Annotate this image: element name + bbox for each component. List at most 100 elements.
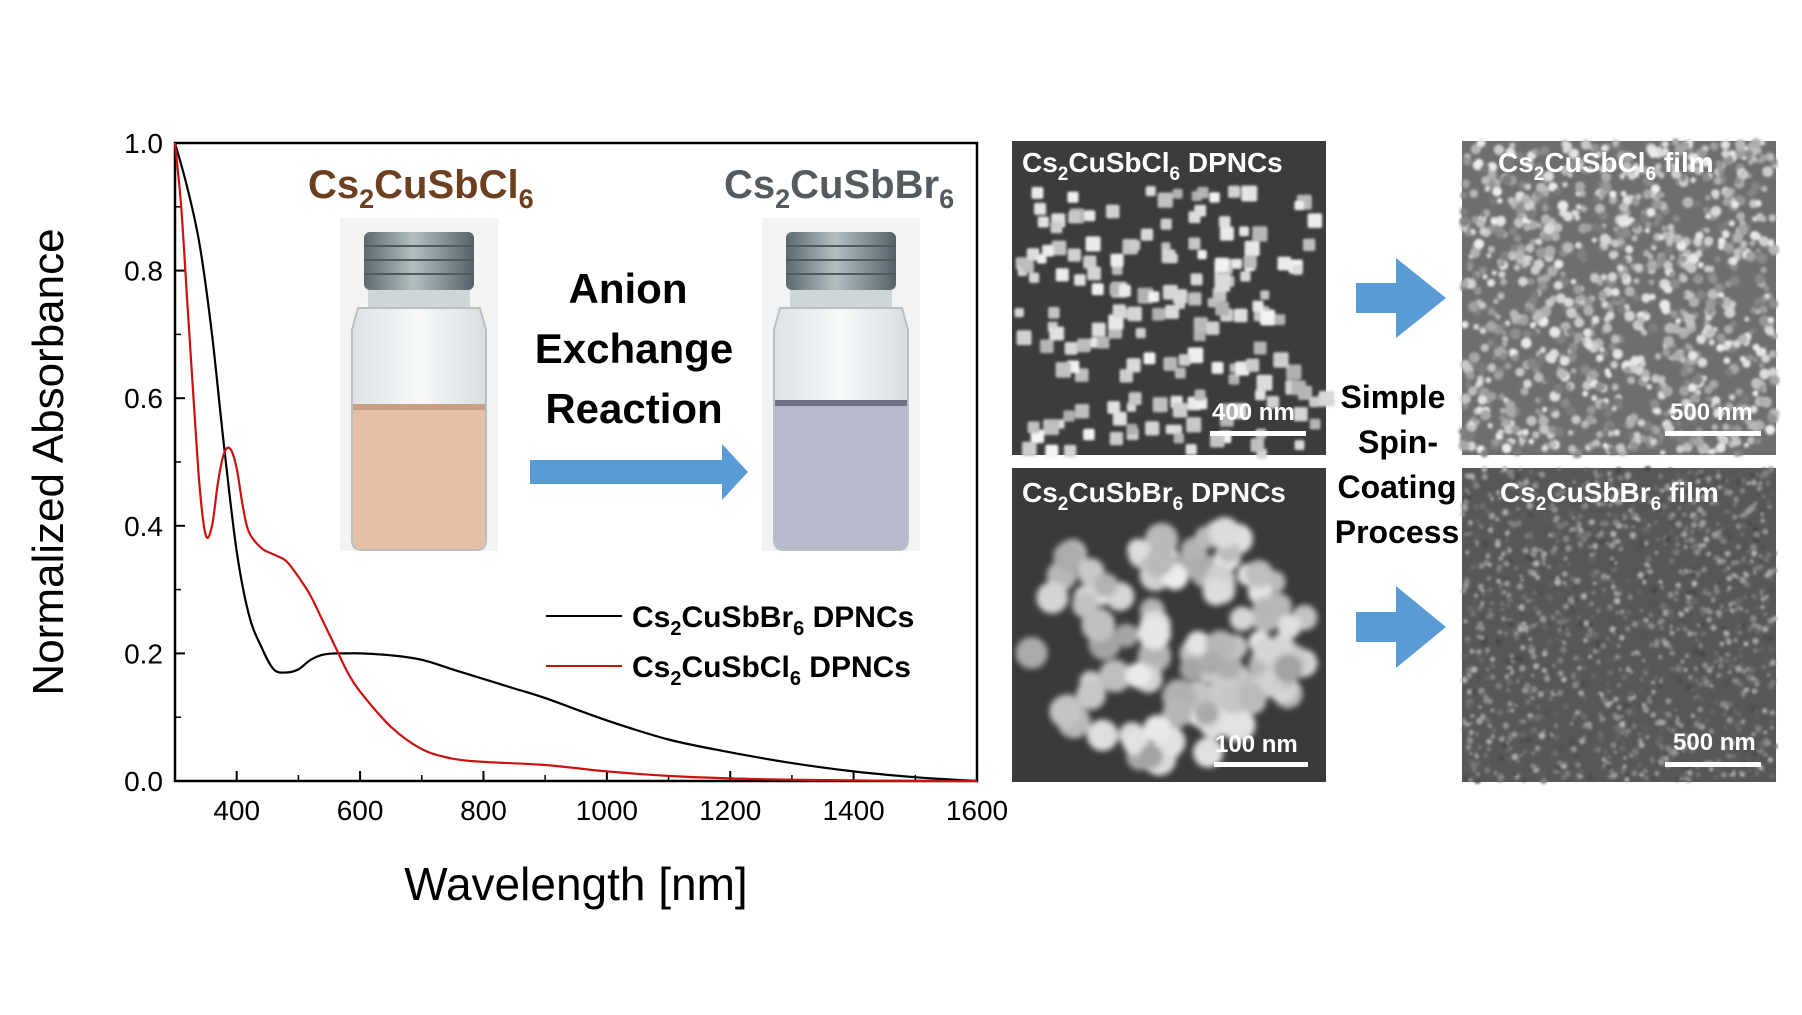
film-grain xyxy=(1673,350,1685,361)
film-grain xyxy=(1558,210,1565,216)
film-grain xyxy=(1659,585,1665,590)
film-grain xyxy=(1549,575,1556,582)
film-grain xyxy=(1723,725,1728,730)
film-grain xyxy=(1596,431,1602,437)
nanocrystal xyxy=(1126,423,1138,435)
film-grain xyxy=(1617,683,1621,687)
process-arrow-bottom xyxy=(1356,586,1446,668)
film-grain xyxy=(1743,687,1750,693)
film-grain xyxy=(1559,771,1565,777)
film-grain xyxy=(1693,439,1700,447)
film-grain xyxy=(1641,329,1648,336)
film-grain xyxy=(1721,744,1728,751)
film-grain xyxy=(1555,293,1566,304)
film-grain xyxy=(1697,706,1704,713)
film-grain xyxy=(1749,405,1758,414)
nanocrystal xyxy=(1266,396,1280,409)
film-grain xyxy=(1724,324,1734,334)
film-grain xyxy=(1723,242,1734,253)
film-grain xyxy=(1769,719,1775,725)
film-grain xyxy=(1661,225,1667,231)
film-grain xyxy=(1497,774,1505,781)
film-grain xyxy=(1690,742,1694,746)
film-grain xyxy=(1598,712,1603,717)
film-grain xyxy=(1706,551,1712,557)
film-grain xyxy=(1573,754,1578,759)
film-grain xyxy=(1674,144,1686,156)
film-grain xyxy=(1676,677,1683,684)
film-grain xyxy=(1469,648,1475,654)
film-grain xyxy=(1591,418,1597,424)
film-grain xyxy=(1500,616,1507,622)
nanocrystal xyxy=(1252,226,1268,242)
film-grain xyxy=(1538,592,1543,597)
film-grain xyxy=(1501,466,1508,472)
film-grain xyxy=(1768,589,1774,594)
film-grain xyxy=(1594,693,1602,701)
film-grain xyxy=(1475,772,1480,777)
film-grain xyxy=(1751,732,1756,737)
film-grain xyxy=(1625,667,1631,672)
film-grain xyxy=(1466,667,1470,672)
film-grain xyxy=(1690,177,1697,183)
film-grain xyxy=(1672,215,1680,223)
film-grain xyxy=(1740,719,1746,725)
film-grain xyxy=(1752,343,1760,351)
nanocrystal xyxy=(1074,274,1086,286)
film-grain xyxy=(1722,711,1727,717)
film-grain xyxy=(1675,472,1681,478)
film-grain xyxy=(1717,558,1723,564)
y-tick-label: 0.0 xyxy=(124,766,163,797)
film-grain xyxy=(1515,679,1520,684)
film-grain xyxy=(1735,597,1743,605)
film-grain xyxy=(1702,173,1711,182)
film-grain xyxy=(1717,498,1724,505)
film-grain xyxy=(1699,667,1705,673)
film-grain xyxy=(1687,470,1693,476)
film-grain xyxy=(1474,593,1478,598)
film-grain xyxy=(1663,541,1668,546)
film-grain xyxy=(1711,595,1716,600)
film-grain xyxy=(1659,755,1666,763)
film-grain xyxy=(1616,729,1621,734)
nanocrystal xyxy=(1031,186,1044,199)
film-grain xyxy=(1588,545,1592,549)
film-grain xyxy=(1472,598,1478,604)
nanocrystal xyxy=(1239,226,1249,237)
film-grain xyxy=(1726,589,1730,593)
film-grain xyxy=(1747,188,1756,198)
film-grain xyxy=(1618,475,1624,481)
film-grain xyxy=(1627,376,1636,385)
nanocrystal xyxy=(1142,545,1174,577)
film-grain xyxy=(1651,689,1656,695)
vial-left-photo xyxy=(340,218,498,551)
film-grain xyxy=(1755,771,1759,775)
film-grain xyxy=(1569,148,1580,159)
film-grain xyxy=(1727,413,1736,421)
film-grain xyxy=(1738,471,1743,476)
film-grain xyxy=(1583,638,1588,643)
film-grain xyxy=(1581,420,1589,429)
film-grain xyxy=(1649,643,1653,647)
film-grain xyxy=(1587,773,1593,779)
film-grain xyxy=(1700,227,1706,233)
nanocrystal xyxy=(1129,240,1141,251)
film-grain xyxy=(1653,194,1661,201)
film-grain xyxy=(1658,679,1663,684)
film-grain xyxy=(1476,406,1483,412)
film-grain xyxy=(1604,368,1611,374)
film-grain xyxy=(1564,544,1572,552)
film-grain xyxy=(1589,601,1594,607)
film-grain xyxy=(1528,295,1538,305)
film-grain xyxy=(1737,681,1744,688)
film-grain xyxy=(1631,235,1638,242)
film-grain xyxy=(1752,356,1759,363)
film-grain xyxy=(1557,670,1564,677)
film-grain xyxy=(1597,225,1606,234)
film-grain xyxy=(1498,755,1505,762)
film-grain xyxy=(1680,368,1689,377)
film-grain xyxy=(1509,142,1516,149)
film-grain xyxy=(1513,217,1525,228)
nanocrystal xyxy=(1055,362,1072,378)
film-grain xyxy=(1610,641,1614,645)
